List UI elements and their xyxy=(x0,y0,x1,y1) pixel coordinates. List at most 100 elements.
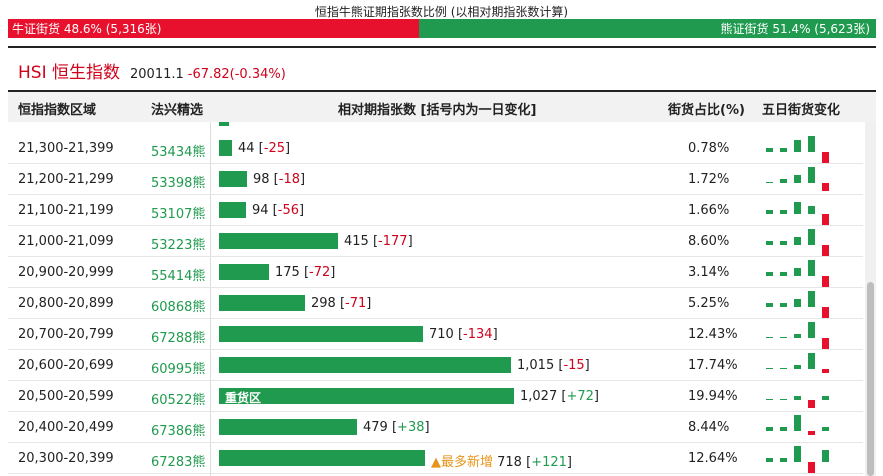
contracts-bar xyxy=(219,233,338,249)
sparkline-bar xyxy=(780,427,787,431)
index-name[interactable]: HSI 恒生指数 xyxy=(18,63,120,83)
daily-change: +121 xyxy=(531,455,567,470)
table-header: 恒指指数区域 法兴精选 相对期指张数 [括号内为一日变化] 街货占比(%) 五日… xyxy=(8,92,876,122)
contracts-value: 479 xyxy=(363,420,388,435)
column-divider xyxy=(210,122,211,476)
table-row[interactable]: 21,100-21,199 53107熊 94 [-56] 1.66% xyxy=(8,194,863,226)
sparkline-bar xyxy=(766,272,773,276)
warrant-code-link[interactable]: 53107熊 xyxy=(151,207,206,222)
share-percent: 1.72% xyxy=(688,172,730,187)
warrant-code-link[interactable]: 53223熊 xyxy=(151,238,206,253)
column-header-code: 法兴精选 xyxy=(151,103,204,118)
sparkline-bar xyxy=(808,167,815,183)
table-row[interactable]: 20,800-20,899 60868熊 298 [-71] 5.25% xyxy=(8,287,863,319)
sparkline-bar xyxy=(822,245,829,256)
sparkline-bar xyxy=(780,210,787,214)
daily-change: -18 xyxy=(278,172,300,187)
sparkline-bar xyxy=(780,179,787,183)
warrant-code-link[interactable]: 60522熊 xyxy=(151,393,206,408)
sparkline-bar xyxy=(808,462,815,473)
five-day-sparkline xyxy=(766,260,829,287)
five-day-sparkline xyxy=(766,229,829,256)
five-day-sparkline xyxy=(766,396,829,408)
share-percent: 12.43% xyxy=(688,327,738,342)
five-day-sparkline xyxy=(766,446,829,473)
warrant-code-link[interactable]: 53398熊 xyxy=(151,176,206,191)
share-percent: 1.66% xyxy=(688,203,730,218)
contracts-bar xyxy=(219,326,423,342)
table-row[interactable]: 20,600-20,699 60995熊 1,015 [-15] 17.74% xyxy=(8,349,863,381)
sparkline-bar xyxy=(780,368,787,369)
bull-ratio-segment: 牛证街货 48.6% (5,316张) xyxy=(8,19,419,38)
most-added-tag: ▲最多新增 xyxy=(431,455,493,470)
range-cell: 21,200-21,299 xyxy=(18,172,114,187)
table-row[interactable]: 20,400-20,499 67386熊 479 [+38] 8.44% xyxy=(8,411,863,443)
contracts-count: 1,015 [-15] xyxy=(517,358,590,373)
contracts-count: 98 [-18] xyxy=(253,172,306,187)
table-row[interactable]: 20,700-20,799 67288熊 710 [-134] 12.43% xyxy=(8,318,863,350)
sparkline-bar xyxy=(780,303,787,307)
sparkline-bar xyxy=(808,136,815,152)
contracts-bar xyxy=(219,295,305,311)
warrant-code-link[interactable]: 60868熊 xyxy=(151,300,206,315)
sparkline-bar xyxy=(808,229,815,245)
share-percent: 8.44% xyxy=(688,420,730,435)
table-row[interactable]: 21,300-21,399 53434熊 44 [-25] 0.78% xyxy=(8,132,863,164)
bull-bear-ratio-bar: 牛证街货 48.6% (5,316张) 熊证街货 51.4% (5,623张) xyxy=(8,19,876,38)
daily-change: -72 xyxy=(309,265,331,280)
contracts-count: 94 [-56] xyxy=(252,203,305,218)
share-percent: 0.78% xyxy=(688,141,730,156)
warrant-code-link[interactable]: 55414熊 xyxy=(151,269,206,284)
sparkline-bar xyxy=(794,365,801,369)
sparkline-bar xyxy=(808,206,815,214)
table-row[interactable]: 21,200-21,299 53398熊 98 [-18] 1.72% xyxy=(8,163,863,195)
sparkline-bar xyxy=(780,337,787,338)
range-cell: 20,900-20,999 xyxy=(18,265,114,280)
sparkline-bar xyxy=(822,396,829,400)
warrant-code-link[interactable]: 60995熊 xyxy=(151,362,206,377)
sparkline-bar xyxy=(794,415,801,431)
index-change: -67.82(-0.34%) xyxy=(187,67,286,82)
sparkline-bar xyxy=(822,427,829,431)
contracts-value: 94 xyxy=(252,203,269,218)
data-table: 21,300-21,399 53434熊 44 [-25] 0.78% 21,200-2… xyxy=(8,122,863,476)
contracts-count: 298 [-71] xyxy=(311,296,372,311)
range-cell: 20,300-20,399 xyxy=(18,451,114,466)
sparkline-bar xyxy=(794,396,801,400)
sparkline-bar xyxy=(808,431,815,435)
share-percent: 8.60% xyxy=(688,234,730,249)
scrollbar[interactable] xyxy=(865,122,876,476)
table-row[interactable]: 20,900-20,999 55414熊 175 [-72] 3.14% xyxy=(8,256,863,288)
warrant-code-link[interactable]: 67283熊 xyxy=(151,455,206,470)
daily-change: +38 xyxy=(397,420,425,435)
sparkline-bar xyxy=(766,427,773,431)
table-row[interactable]: 20,500-20,599 60522熊 重货区 1,027 [+72] 19.94% xyxy=(8,380,863,412)
column-header-contracts: 相对期指张数 [括号内为一日变化] xyxy=(338,103,537,118)
daily-change: -25 xyxy=(263,141,285,156)
scrollbar-thumb[interactable] xyxy=(867,282,874,476)
bull-ratio-label: 牛证街货 48.6% (5,316张) xyxy=(12,22,162,36)
daily-change: -15 xyxy=(563,358,585,373)
five-day-sparkline xyxy=(766,353,829,373)
range-cell: 21,100-21,199 xyxy=(18,203,114,218)
table-row[interactable]: 21,000-21,099 53223熊 415 [-177] 8.60% xyxy=(8,225,863,257)
warrant-code-link[interactable]: 53434熊 xyxy=(151,145,206,160)
table-row[interactable]: 20,300-20,399 67283熊 ▲最多新增 718 [+121] 12.64… xyxy=(8,442,863,474)
index-summary: HSI 恒生指数 20011.1 -67.82(-0.34%) xyxy=(18,58,286,83)
share-percent: 5.25% xyxy=(688,296,730,311)
contracts-value: 298 xyxy=(311,296,336,311)
contracts-bar: 重货区 xyxy=(219,388,514,405)
sparkline-bar xyxy=(766,399,773,400)
sparkline-bar xyxy=(822,152,829,163)
sparkline-bar xyxy=(766,303,773,307)
warrant-code-link[interactable]: 67386熊 xyxy=(151,424,206,439)
column-header-share: 街货占比(%) xyxy=(668,103,745,118)
sparkline-bar xyxy=(766,241,773,245)
sparkline-bar xyxy=(808,322,815,338)
warrant-code-link[interactable]: 67288熊 xyxy=(151,331,206,346)
contracts-value: 415 xyxy=(344,234,369,249)
contracts-bar xyxy=(219,450,425,466)
five-day-sparkline xyxy=(766,202,829,225)
contracts-count: 44 [-25] xyxy=(238,141,291,156)
daily-change: -71 xyxy=(345,296,367,311)
